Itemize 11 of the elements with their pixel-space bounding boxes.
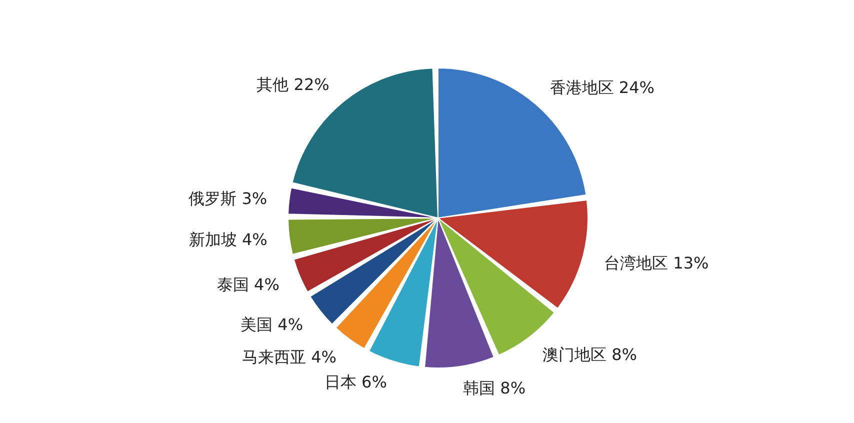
- slice-label: 其他 22%: [256, 75, 330, 94]
- slice-label: 美国 4%: [240, 315, 304, 334]
- slice-label: 新加坡 4%: [188, 230, 268, 250]
- slice-label: 台湾地区 13%: [604, 253, 709, 272]
- slice-label: 香港地区 24%: [550, 78, 654, 97]
- slice-label: 澳门地区 8%: [542, 345, 637, 364]
- slice-label: 泰国 4%: [216, 275, 280, 294]
- slice-label: 马来西亚 4%: [242, 347, 336, 366]
- slice-label: 日本 6%: [324, 372, 387, 392]
- slice-label: 韩国 8%: [463, 378, 526, 398]
- slice-label: 俄罗斯 3%: [188, 188, 268, 208]
